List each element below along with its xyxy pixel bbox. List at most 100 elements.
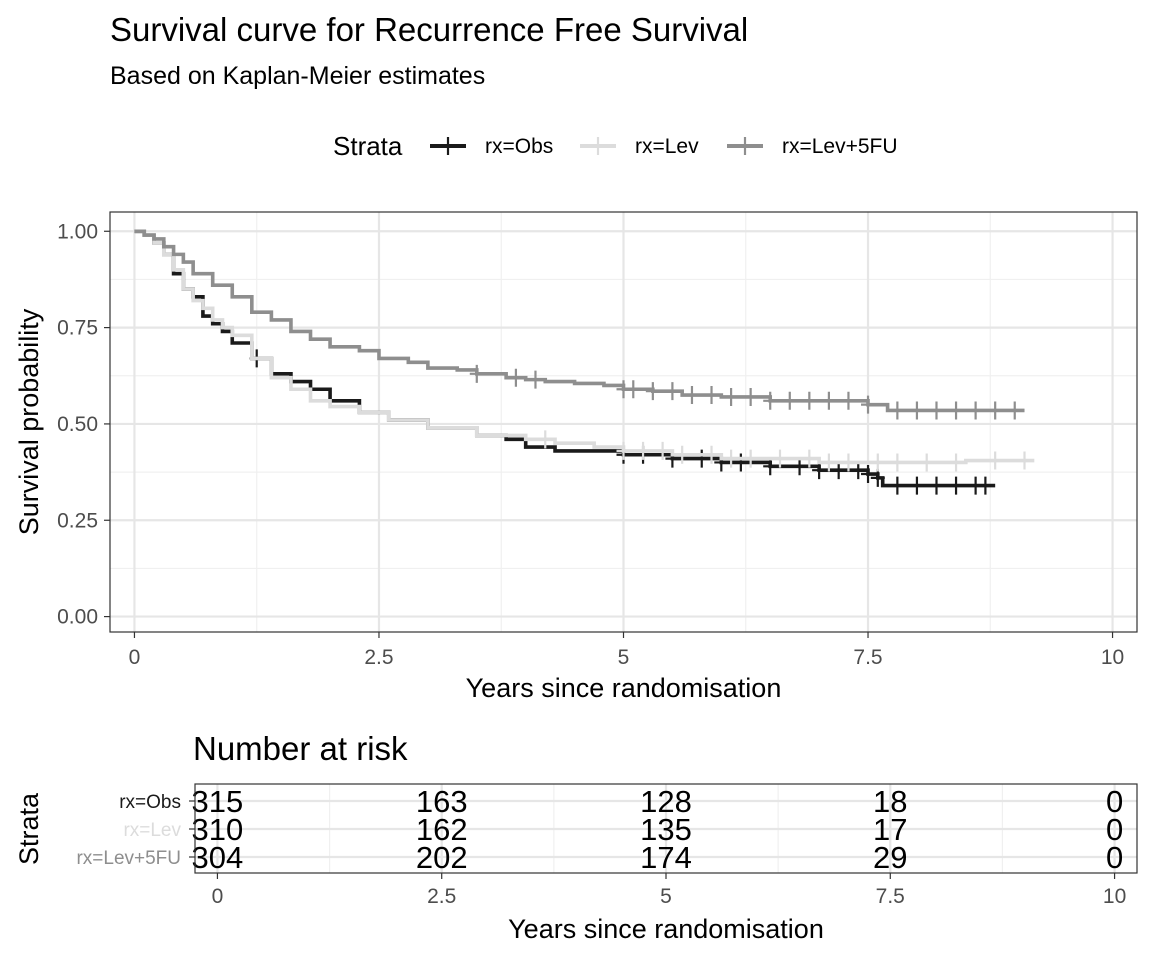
censor-mark-rx-lev-5fu [704,386,719,405]
x-axis-label: Years since randomisation [466,673,782,703]
censor-mark-rx-lev [890,453,905,472]
censor-mark-rx-lev-5fu [890,401,905,420]
censor-mark-rx-lev [724,449,739,468]
censor-mark-rx-lev-5fu [724,387,739,406]
legend-label: rx=Lev [635,135,699,158]
censor-mark-rx-lev-5fu [802,391,817,410]
x-tick-label: 0 [129,646,141,669]
censor-mark-rx-lev [636,441,651,460]
censor-mark-rx-lev [821,453,836,472]
censor-mark-rx-lev [743,449,758,468]
series-line-rx-lev-5fu [134,229,1025,413]
chart-title: Survival curve for Recurrence Free Survi… [110,11,748,48]
censor-mark-rx-lev-5fu [909,401,924,420]
y-tick-label: 1.00 [57,220,98,243]
x-tick-label: 2.5 [364,646,393,669]
risk-value: 163 [416,784,468,819]
censor-mark-rx-lev [870,453,885,472]
risk-value: 128 [640,784,692,819]
risk-value: 0 [1106,812,1123,847]
censor-mark-rx-lev [675,445,690,464]
censor-mark-rx-lev-5fu [988,401,1003,420]
censor-mark-rx-lev-5fu [949,401,964,420]
censor-mark-rx-obs [949,476,964,495]
risk-value: 0 [1106,784,1123,819]
censor-mark-rx-lev [841,453,856,472]
censor-mark-rx-lev-5fu [782,391,797,410]
risk-value: 310 [192,812,244,847]
risk-x-axis-label: Years since randomisation [508,914,824,944]
risk-table-title: Number at risk [193,730,408,767]
x-tick-label: 7.5 [853,646,882,669]
censor-mark-rx-lev [988,451,1003,470]
risk-row-label: rx=Obs [119,792,181,813]
censor-mark-rx-lev-5fu [821,391,836,410]
censor-mark-rx-lev [802,449,817,468]
censor-mark-rx-lev-5fu [743,387,758,406]
censor-mark-rx-lev-5fu [528,370,543,389]
risk-value: 174 [640,840,692,875]
legend: Strata rx=Obs rx=Lev rx=Lev+5FU [333,131,898,161]
censor-mark-rx-lev-5fu [469,364,484,383]
risk-value: 315 [192,784,244,819]
risk-x-tick-label: 7.5 [876,885,905,908]
censor-mark-rx-lev [919,453,934,472]
censor-mark-rx-obs [978,476,993,495]
legend-label: rx=Obs [485,135,553,158]
y-axis-label: Survival probability [14,308,44,535]
censor-mark-rx-lev-5fu [763,391,778,410]
censor-mark-rx-lev [949,453,964,472]
censor-mark-rx-lev [616,441,631,460]
risk-x-tick-label: 10 [1103,885,1126,908]
censor-mark-rx-obs [890,476,905,495]
censor-mark-rx-lev-5fu [841,391,856,410]
censor-mark-rx-lev [772,449,787,468]
y-tick-label: 0.25 [57,509,98,532]
risk-row-label: rx=Lev+5FU [76,848,181,869]
censor-mark-rx-lev-5fu [861,395,876,414]
censor-mark-rx-lev-5fu [665,382,680,401]
legend-item-rx-obs: rx=Obs [430,135,553,158]
risk-row-label: rx=Lev [123,820,181,841]
risk-x-tick-label: 0 [212,885,224,908]
censor-mark-rx-lev-5fu [684,386,699,405]
risk-value: 17 [873,812,907,847]
risk-value: 162 [416,812,468,847]
censor-mark-rx-lev-5fu [508,368,523,387]
censor-mark-rx-lev [1017,451,1032,470]
censor-mark-rx-obs [733,453,748,472]
risk-value: 0 [1106,840,1123,875]
legend-title: Strata [333,131,403,161]
x-tick-label: 5 [618,646,630,669]
censor-mark-rx-obs [694,449,709,468]
risk-value: 135 [640,812,692,847]
risk-x-tick-label: 5 [660,885,672,908]
y-tick-label: 0.00 [57,606,98,629]
chart-subtitle: Based on Kaplan-Meier estimates [110,62,485,90]
risk-value: 304 [192,840,244,875]
censor-mark-rx-lev-5fu [1007,401,1022,420]
y-tick-label: 0.50 [57,413,98,436]
legend-item-rx-lev-5fu: rx=Lev+5FU [727,135,898,158]
risk-value: 18 [873,784,907,819]
censor-mark-rx-obs [861,465,876,484]
censor-mark-rx-lev [704,445,719,464]
censor-mark-rx-lev-5fu [968,401,983,420]
legend-label: rx=Lev+5FU [782,135,898,158]
risk-y-axis-label: Strata [14,792,44,865]
censor-mark-rx-lev [655,441,670,460]
censor-mark-rx-obs [929,476,944,495]
survival-plot: 0 2.5 5 7.5 10 0.00 0.25 0.50 0.75 1.00 Years sin… [14,211,1138,703]
x-tick-label: 10 [1101,646,1124,669]
risk-value: 29 [873,840,907,875]
censor-mark-rx-lev-5fu [929,401,944,420]
y-tick-label: 0.75 [57,317,98,340]
legend-item-rx-lev: rx=Lev [580,135,699,158]
censor-mark-rx-lev [538,430,553,449]
risk-value: 202 [416,840,468,875]
censor-mark-rx-lev-5fu [645,382,660,401]
risk-table: Number at risk 315 163 128 18 0 310 162 135 17 0 3… [14,730,1138,944]
censor-mark-rx-obs [909,476,924,495]
risk-x-tick-label: 2.5 [427,885,456,908]
